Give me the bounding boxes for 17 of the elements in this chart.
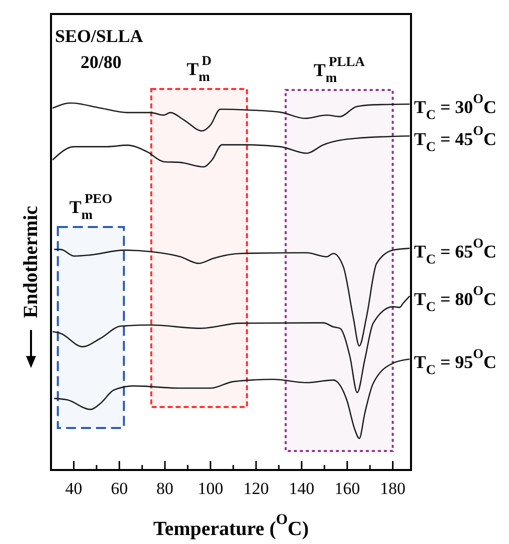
x-tick-label: 40 bbox=[65, 479, 82, 498]
series-label: T$_{C}$ = 45$^{O}$C bbox=[414, 123, 497, 154]
x-tick-label: 180 bbox=[380, 479, 406, 498]
series-label: T$_{C}$ = 80$^{O}$C bbox=[414, 283, 497, 314]
x-tick-label: 120 bbox=[243, 479, 269, 498]
x-tick-label: 80 bbox=[156, 479, 174, 498]
x-tick-label: 160 bbox=[334, 479, 360, 498]
series-label: T$_{C}$ = 65$^{O}$C bbox=[414, 235, 497, 267]
series-label: T$_{C}$ = 30$^{O}$C bbox=[414, 91, 497, 122]
x-axis-title: Temperature ($^{O}$C) bbox=[153, 512, 309, 540]
text: SEO/SLLA bbox=[54, 26, 144, 46]
x-tick-label: 140 bbox=[288, 479, 314, 498]
x-tick-label: 100 bbox=[198, 479, 224, 498]
x-tick-label: 60 bbox=[110, 479, 128, 498]
text: 20/80 bbox=[80, 52, 122, 72]
y-axis-title: Endothermic bbox=[20, 206, 42, 318]
series-label: T$_{C}$ = 95$^{O}$C bbox=[414, 346, 497, 378]
